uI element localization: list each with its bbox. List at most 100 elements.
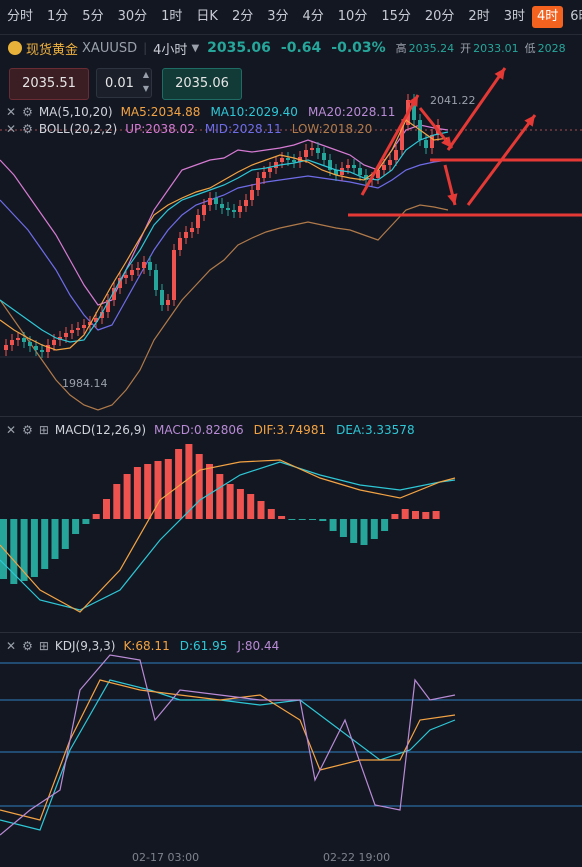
arrow-head [494,68,505,80]
candle-body [22,338,26,342]
timeframe-tab[interactable]: 10分 [337,9,368,24]
timeframe-tab[interactable]: 15分 [381,9,411,24]
macd-bar [61,519,69,549]
macd-bar [103,499,110,519]
timeframe-tab[interactable]: 1分 [47,9,69,24]
boll-name: BOLL(20,2,2) [38,122,118,136]
macd-bar [133,467,141,519]
quantity-input[interactable]: 0.01 [96,68,152,98]
chevron-down-icon[interactable]: ▼ [191,42,200,54]
close-icon[interactable]: ✕ [6,105,17,119]
price-change-pct: -0.03% [331,40,386,56]
macd-bar [72,519,80,534]
settings-icon[interactable]: ⚙ [22,639,33,653]
stepper-up-icon[interactable]: ▲ [142,70,150,79]
sell-price-button[interactable]: 2035.51 [9,68,89,100]
macd-bar [144,464,152,519]
current-price: 2035.06 [207,40,271,56]
candle-body [52,340,56,345]
kdj-d-line [0,679,456,831]
candle-body [34,346,38,350]
macd-bar [20,519,28,581]
stepper-down-icon[interactable]: ▼ [142,84,150,93]
close-icon[interactable]: ✕ [6,122,17,136]
candle-body [382,165,386,170]
settings-icon[interactable]: ⚙ [22,423,33,437]
candle-body [250,190,254,200]
candle-body [94,318,98,322]
timeframe-tab[interactable]: 日K [196,9,218,24]
main-chart-grid [0,129,582,358]
candle-body [304,150,308,157]
macd-bar [339,519,347,537]
candle-body [244,200,248,206]
timeframe-tab[interactable]: 3时 [503,9,525,24]
candle-body [256,178,260,190]
candle-body [202,205,206,215]
macd-bar [236,489,244,519]
timeframe-tab[interactable]: 2时 [468,9,490,24]
candle-body [268,168,272,172]
macd-bar [154,461,162,519]
high-label: 高 [395,42,407,55]
symbol-name[interactable]: 现货黄金 [26,42,79,58]
macd-chart [0,444,456,613]
timeframe-tab[interactable]: 4分 [302,9,324,24]
candle-body [364,175,368,180]
close-icon[interactable]: ✕ [6,639,17,653]
macd-bar [360,519,368,545]
ma10-value: MA10:2029.40 [210,105,298,119]
candle-body [172,250,176,300]
candle-body [346,165,350,168]
open-value: 2033.01 [473,41,519,55]
candle-body [178,238,182,250]
price-change: -0.64 [280,40,322,56]
high-value: 2035.24 [408,41,455,55]
candle-body [424,140,428,148]
settings-icon[interactable]: ⚙ [22,105,33,119]
arrow-head [441,136,452,148]
timeframe-tab[interactable]: 3分 [267,9,289,24]
macd-bar [401,509,409,519]
expand-icon[interactable]: ⊞ [38,639,49,653]
settings-icon[interactable]: ⚙ [22,122,33,136]
timeframe-tab[interactable]: 2分 [231,9,254,24]
macd-bar [412,511,419,519]
timeframe-tab[interactable]: 30分 [117,9,148,24]
ma5-line [0,119,449,351]
candle-body [142,262,146,268]
candle-body [154,270,158,290]
timeframe-tab[interactable]: 20分 [424,9,455,24]
macd-bar [391,514,399,519]
trend-annotations [348,67,582,217]
low-label: 低 [524,42,536,55]
timeframe-tab[interactable]: 1时 [161,9,183,24]
low-value: 2028 [537,41,566,55]
candle-body [70,330,74,333]
timeframe-tab[interactable]: 5分 [82,9,104,24]
period-selector[interactable]: 4小时 [153,42,188,58]
arrow-head [524,115,535,127]
timeframe-tab[interactable]: 6时 [570,9,582,24]
boll-low-value: LOW:2018.20 [291,122,373,136]
candle-body [274,162,278,168]
timeframe-tab[interactable]: 4时 [531,6,564,28]
buy-price-button[interactable]: 2035.06 [162,68,242,100]
ma-legend: ✕ ⚙ MA(5,10,20) MA5:2034.88 MA10:2029.40… [6,104,405,120]
candle-body [148,262,152,270]
pane-divider [0,632,582,633]
candle-body [46,345,50,352]
close-icon[interactable]: ✕ [6,423,17,437]
pane-divider [0,416,582,417]
candle-body [58,337,62,340]
expand-icon[interactable]: ⊞ [38,423,49,437]
timeframe-tab[interactable]: 分时 [7,9,34,24]
candle-body [400,125,404,150]
candle-body [124,275,128,278]
candle-body [352,165,356,168]
candle-body [322,153,326,160]
bollinger-lines [0,124,449,411]
quantity-stepper[interactable]: ▲ ▼ [140,68,152,98]
macd-name: MACD(12,26,9) [54,423,147,437]
k-value: K:68.11 [123,639,170,653]
